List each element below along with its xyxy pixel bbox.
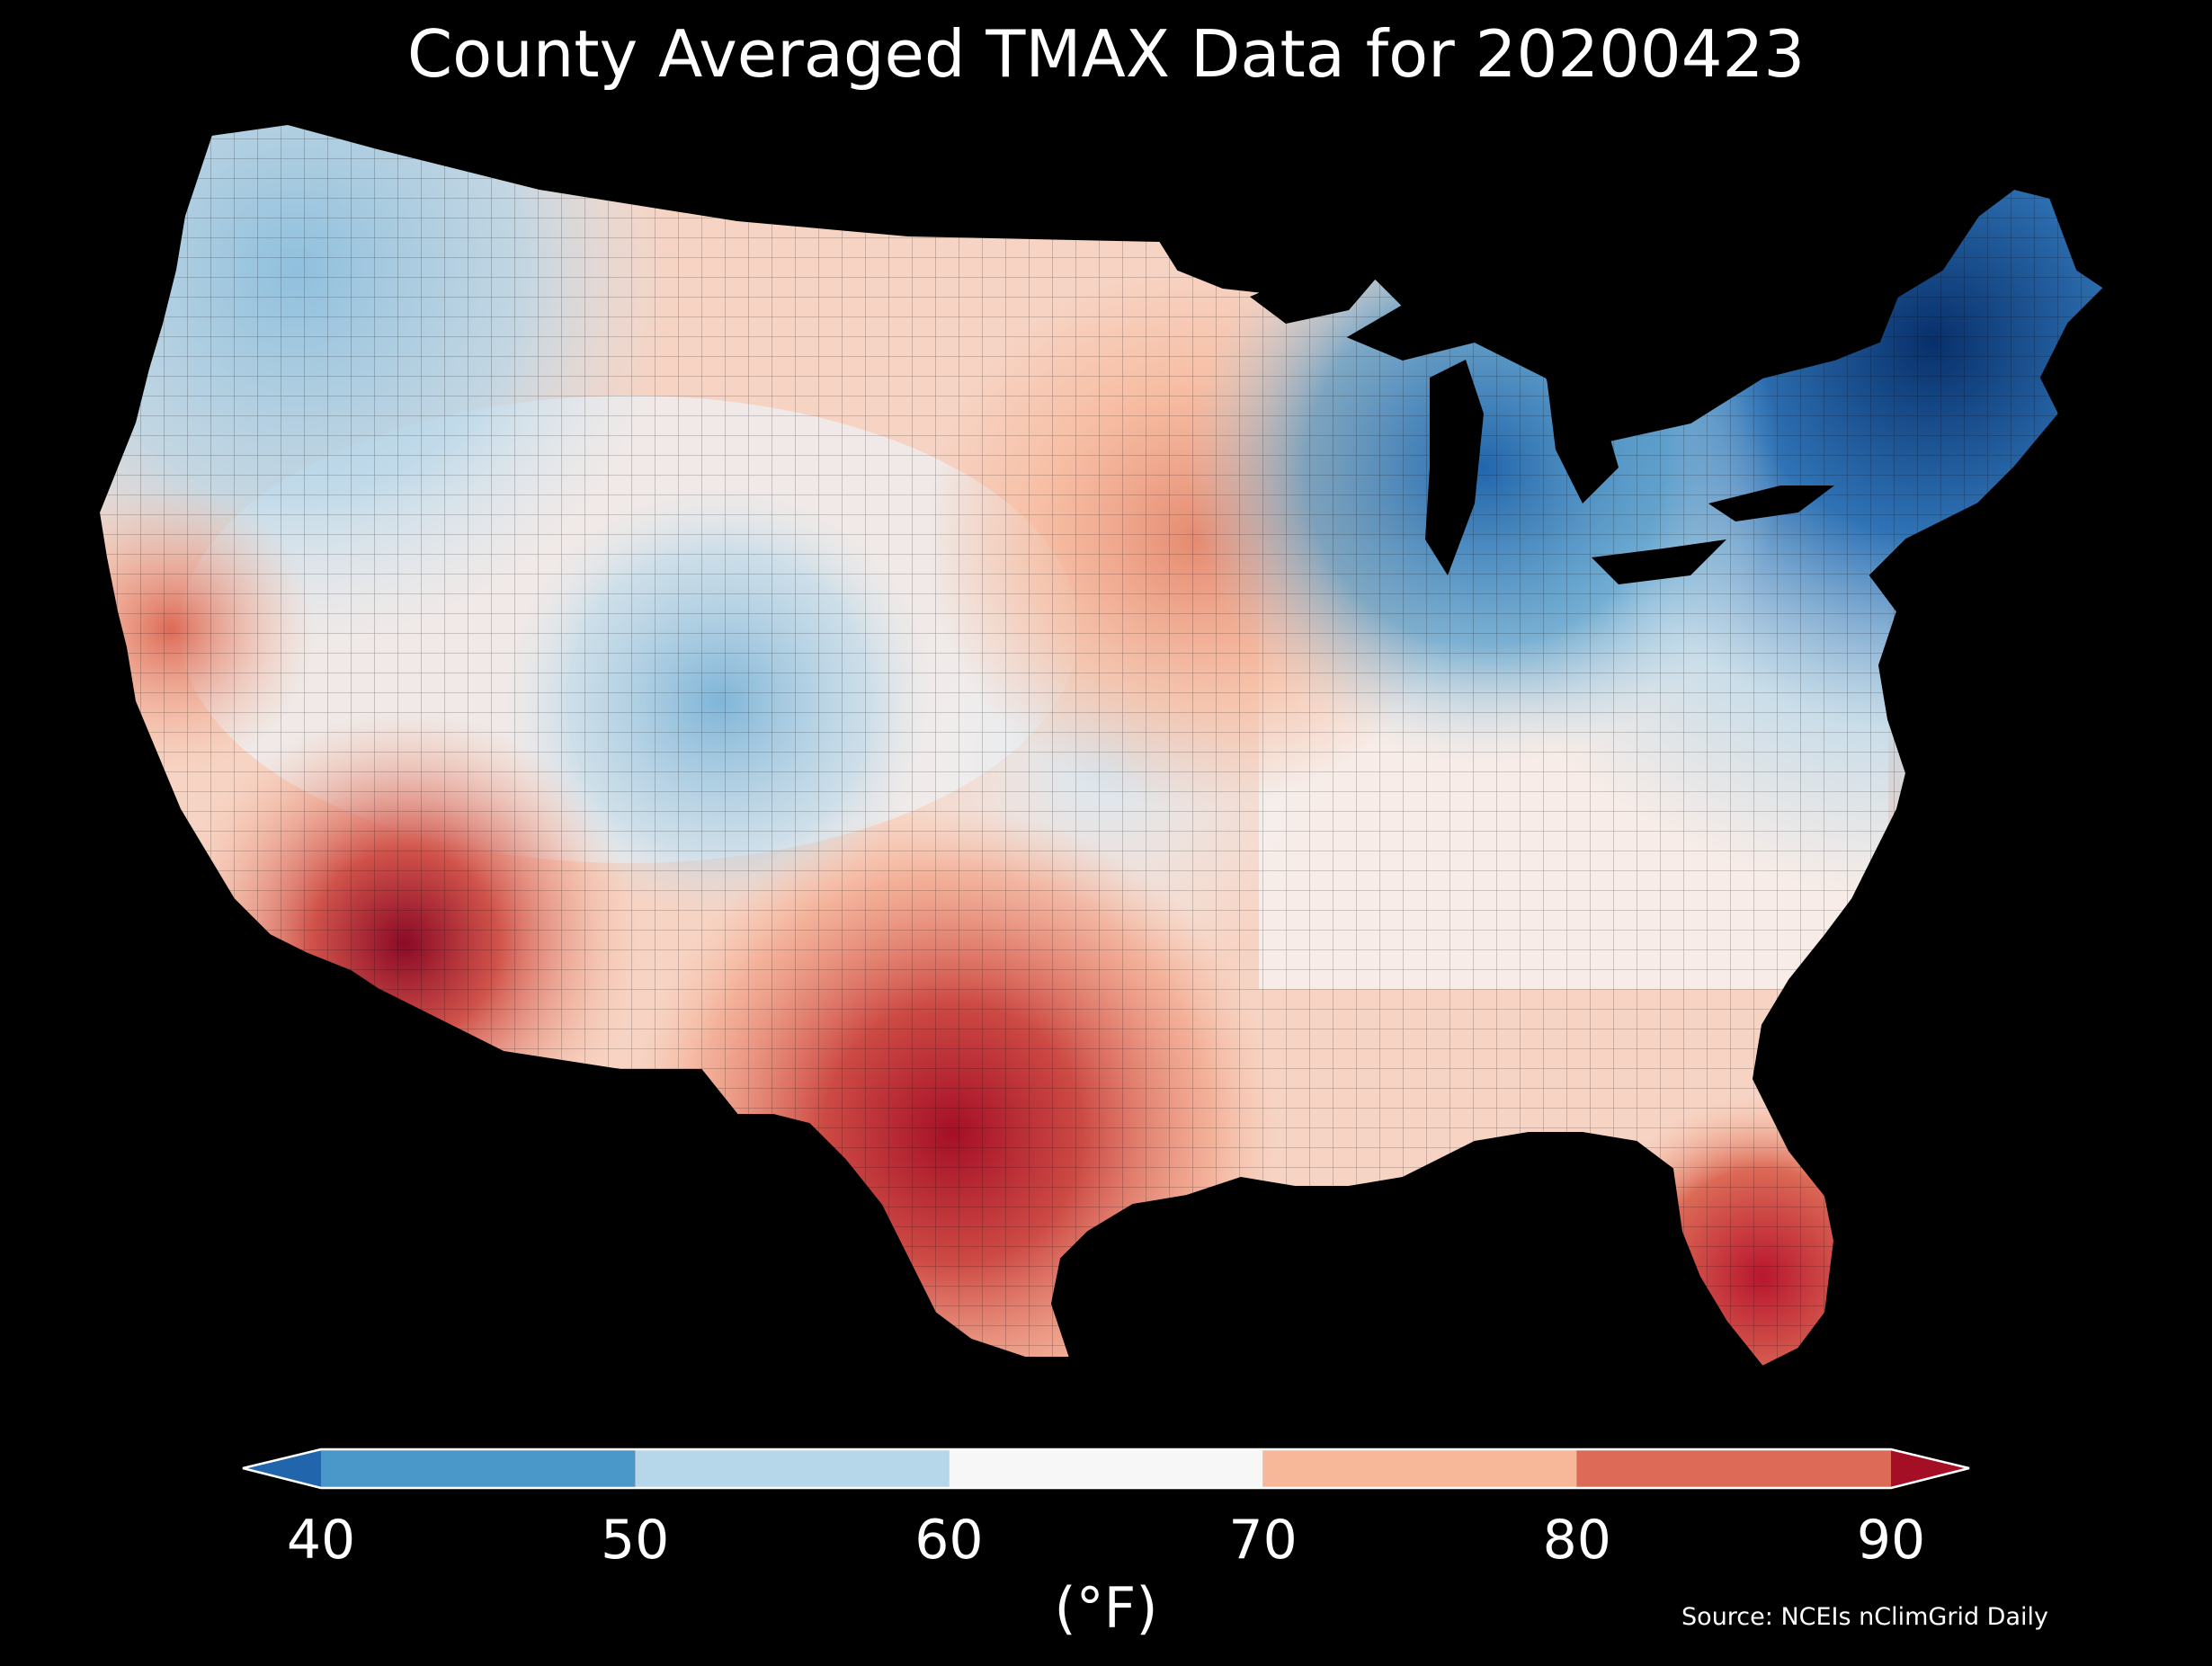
colorbar-tick-label: 40 [231, 1509, 411, 1572]
colorbar-tick-label: 50 [545, 1509, 725, 1572]
colorbar-bins [321, 1449, 1891, 1488]
colorbar-tick-label: 90 [1801, 1509, 1981, 1572]
colorbar-bin-40-50 [321, 1449, 635, 1488]
colorbar-tick-label: 60 [859, 1509, 1039, 1572]
data-source-note: Source: NCEIs nClimGrid Daily [1681, 1603, 2048, 1631]
colorbar [0, 0, 2212, 1666]
colorbar-tick-label: 70 [1173, 1509, 1353, 1572]
colorbar-bin-70-80 [1263, 1449, 1577, 1488]
colorbar-under-arrow [243, 1449, 321, 1488]
colorbar-bin-80-90 [1577, 1449, 1891, 1488]
colorbar-over-arrow [1891, 1449, 1969, 1488]
colorbar-tick-label: 80 [1487, 1509, 1667, 1572]
colorbar-bin-50-60 [635, 1449, 949, 1488]
colorbar-bin-60-70 [949, 1449, 1262, 1488]
colorbar-units: (°F) [1016, 1575, 1196, 1641]
